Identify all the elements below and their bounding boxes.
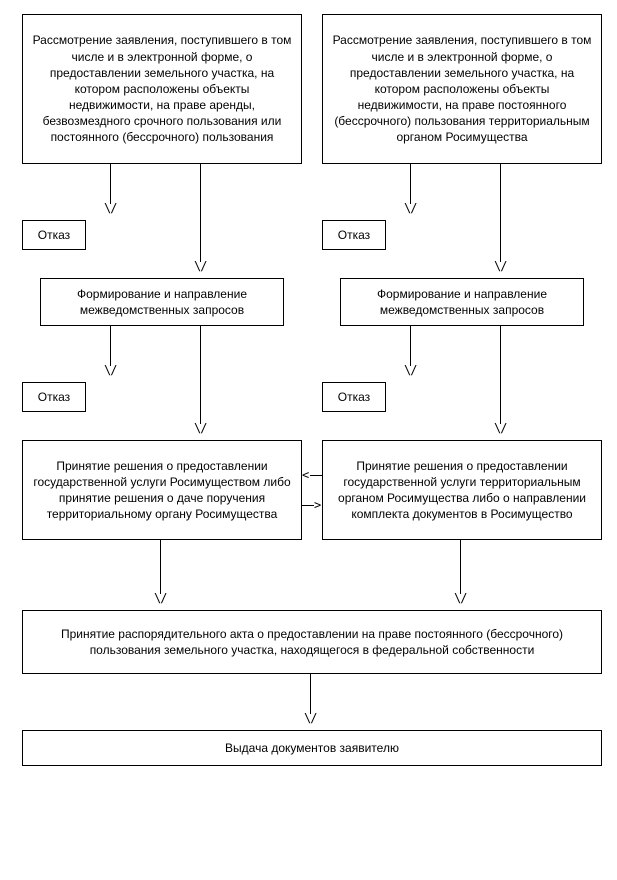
node-r1l: Отказ [22,220,86,250]
edge-n4-n5 [310,674,311,714]
node-n2r: Формирование и направление межведомствен… [340,278,584,326]
arrow-down-icon: \/ [104,202,116,214]
node-label: Отказ [338,389,370,405]
arrow-left-icon: < [302,469,309,481]
arrow-down-icon: \/ [404,364,416,376]
arrow-down-icon: \/ [154,592,166,604]
node-label: Принятие решения о предоставлении госуда… [31,458,293,523]
edge-n1r-r1r [410,164,411,204]
node-label: Формирование и направление межведомствен… [349,286,575,318]
node-r2l: Отказ [22,382,86,412]
edge-n2l-n3l [200,326,201,424]
arrow-down-icon: \/ [404,202,416,214]
node-label: Формирование и направление межведомствен… [49,286,275,318]
node-label: Принятие решения о предоставлении госуда… [331,458,593,523]
arrow-down-icon: \/ [494,260,506,272]
node-n2l: Формирование и направление межведомствен… [40,278,284,326]
edge-n3r-n4 [460,540,461,594]
edge-n1l-n2l [200,164,201,262]
arrow-down-icon: \/ [454,592,466,604]
node-label: Отказ [38,389,70,405]
edge-n1l-r1l [110,164,111,204]
node-n3l: Принятие решения о предоставлении госуда… [22,440,302,540]
node-n3r: Принятие решения о предоставлении госуда… [322,440,602,540]
node-label: Отказ [338,227,370,243]
node-r2r: Отказ [322,382,386,412]
node-n1l: Рассмотрение заявления, поступившего в т… [22,14,302,164]
node-n4: Принятие распорядительного акта о предос… [22,610,602,674]
edge-n2r-n3r [500,326,501,424]
node-label: Принятие распорядительного акта о предос… [31,626,593,658]
node-label: Выдача документов заявителю [225,740,399,756]
node-label: Рассмотрение заявления, поступившего в т… [331,32,593,145]
node-label: Отказ [38,227,70,243]
arrow-right-icon: > [314,499,321,511]
edge-n2r-r2r [410,326,411,366]
node-n5: Выдача документов заявителю [22,730,602,766]
edge-n1r-n2r [500,164,501,262]
arrow-down-icon: \/ [304,712,316,724]
node-label: Рассмотрение заявления, поступившего в т… [31,32,293,145]
edge-n2l-r2l [110,326,111,366]
arrow-down-icon: \/ [494,422,506,434]
arrow-down-icon: \/ [194,260,206,272]
edge-n3r-n3l [310,475,322,476]
node-n1r: Рассмотрение заявления, поступившего в т… [322,14,602,164]
edge-n3l-n4 [160,540,161,594]
flowchart-stage: Рассмотрение заявления, поступившего в т… [10,10,607,870]
edge-n3l-n3r [302,505,314,506]
node-r1r: Отказ [322,220,386,250]
arrow-down-icon: \/ [104,364,116,376]
arrow-down-icon: \/ [194,422,206,434]
